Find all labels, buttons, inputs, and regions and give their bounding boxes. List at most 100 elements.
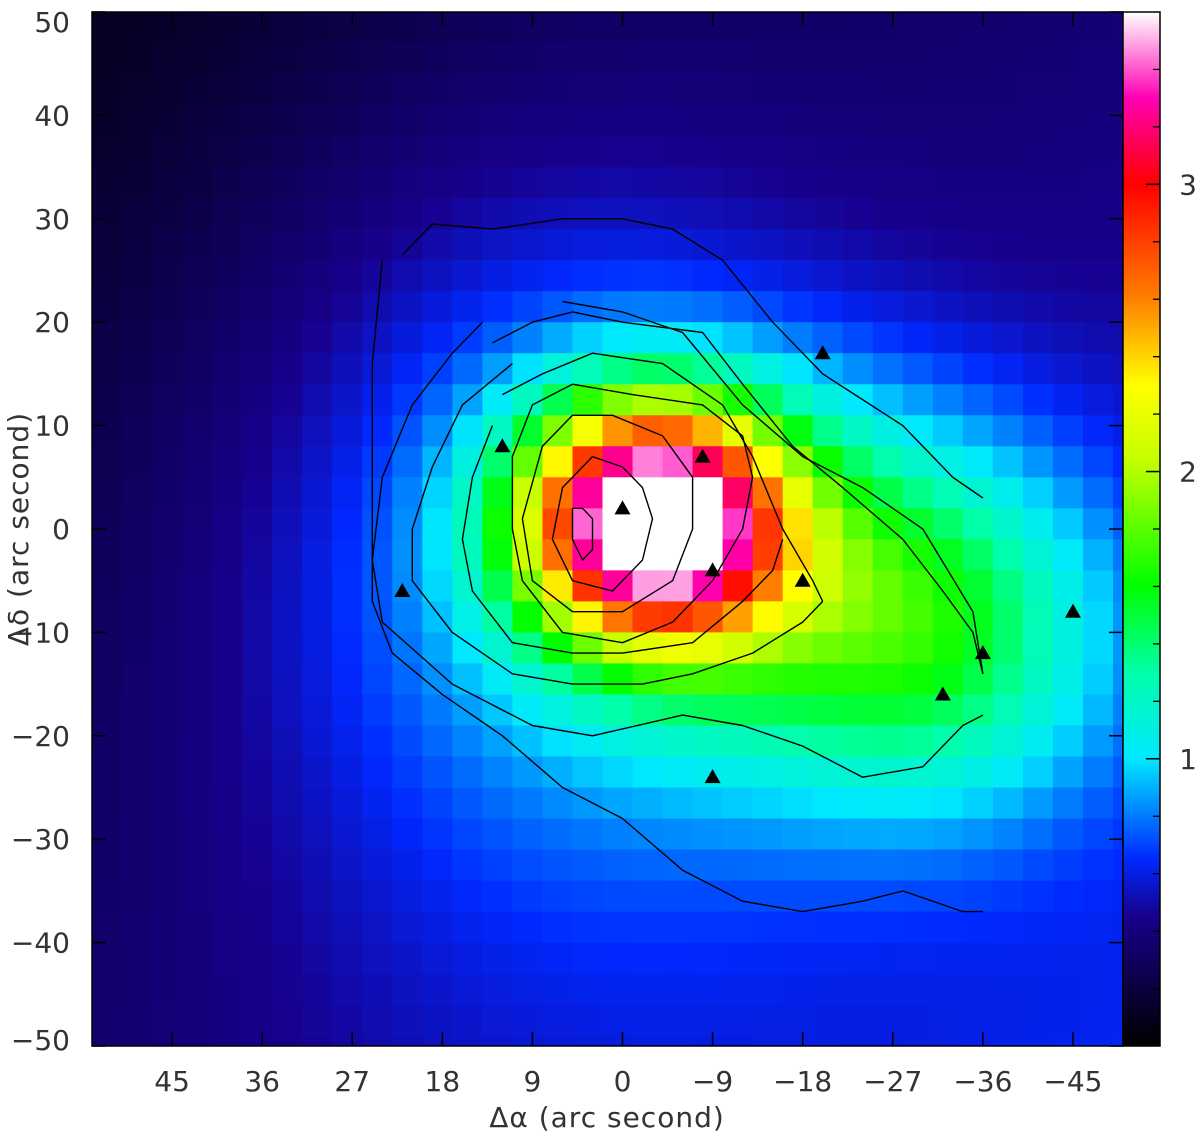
heatmap-cell	[812, 911, 844, 944]
heatmap-cell	[1082, 74, 1114, 106]
heatmap-cell	[332, 384, 363, 416]
heatmap-cell	[1082, 136, 1114, 168]
heatmap-cell	[302, 198, 333, 230]
heatmap-cell	[842, 539, 874, 571]
heatmap-cell	[842, 105, 874, 137]
heatmap-cell	[542, 291, 574, 323]
heatmap-cell	[152, 725, 183, 758]
heatmap-cell	[512, 74, 544, 106]
heatmap-cell	[992, 12, 1024, 44]
heatmap-cell	[722, 12, 754, 44]
heatmap-cell	[752, 942, 784, 975]
heatmap-cell	[392, 322, 423, 354]
heatmap-cell	[542, 446, 574, 478]
heatmap-cell	[1022, 74, 1054, 106]
heatmap-cell	[152, 353, 183, 385]
heatmap-cell	[692, 849, 724, 882]
heatmap-cell	[962, 322, 994, 354]
heatmap-cell	[602, 725, 634, 758]
heatmap-cell	[182, 880, 213, 913]
heatmap-cell	[602, 477, 634, 509]
heatmap-cell	[932, 787, 964, 820]
heatmap-cell	[722, 477, 754, 509]
heatmap-cell	[722, 818, 754, 851]
heatmap-cell	[1082, 663, 1114, 696]
heatmap-cell	[962, 353, 994, 385]
contour-line	[551, 455, 654, 592]
heatmap-cell	[932, 136, 964, 168]
heatmap-cell	[242, 942, 273, 975]
heatmap-cell	[512, 508, 544, 540]
heatmap-cell	[992, 818, 1024, 851]
heatmap-cell	[482, 787, 514, 820]
heatmap-cell	[662, 167, 694, 199]
heatmap-cell	[452, 663, 483, 696]
heatmap-cell	[452, 849, 483, 882]
heatmap-cell	[362, 849, 393, 882]
heatmap-cell	[992, 415, 1024, 447]
heatmap-cell	[902, 291, 934, 323]
heatmap-cell	[272, 725, 303, 758]
heatmap-cell	[272, 43, 303, 75]
heatmap-cell	[542, 198, 574, 230]
heatmap-cell	[1082, 384, 1114, 416]
heatmap-cell	[692, 1035, 724, 1046]
heatmap-cell	[482, 229, 514, 261]
heatmap-cell	[272, 260, 303, 292]
heatmap-cell	[962, 167, 994, 199]
heatmap-cell	[182, 787, 213, 820]
heatmap-cell	[212, 787, 243, 820]
heatmap-cell	[752, 849, 784, 882]
heatmap-cell	[962, 229, 994, 261]
heatmap-cell	[812, 787, 844, 820]
heatmap-cell	[152, 446, 183, 478]
heatmap-cell	[272, 663, 303, 696]
heatmap-cell	[1022, 849, 1054, 882]
heatmap-cell	[452, 136, 483, 168]
heatmap-cell	[422, 260, 453, 292]
heatmap-cell	[92, 12, 123, 44]
heatmap-cell	[332, 353, 363, 385]
heatmap-cell	[722, 136, 754, 168]
heatmap-cell	[1112, 198, 1123, 230]
heatmap-cell	[812, 291, 844, 323]
heatmap-cell	[1022, 384, 1054, 416]
heatmap-cell	[1112, 322, 1123, 354]
heatmap-cell	[302, 849, 333, 882]
heatmap-cell	[602, 105, 634, 137]
heatmap-cell	[752, 756, 784, 789]
heatmap-cell	[242, 260, 273, 292]
heatmap-cell	[722, 322, 754, 354]
heatmap-cell	[152, 198, 183, 230]
heatmap-cell	[812, 663, 844, 696]
heatmap-cell	[332, 601, 363, 633]
heatmap-cell	[812, 756, 844, 789]
heatmap-cell	[1022, 787, 1054, 820]
heatmap-cell	[302, 229, 333, 261]
heatmap-cell	[362, 105, 393, 137]
heatmap-cell	[422, 415, 453, 447]
heatmap-cell	[602, 415, 634, 447]
heatmap-cell	[632, 973, 664, 1006]
contour-line	[492, 311, 984, 674]
heatmap-cell	[872, 942, 904, 975]
heatmap-cell	[512, 818, 544, 851]
heatmap-cell	[632, 415, 664, 447]
heatmap-cell	[842, 291, 874, 323]
heatmap-cell	[452, 74, 483, 106]
heatmap-cell	[362, 477, 393, 509]
heatmap-cell	[572, 880, 604, 913]
heatmap-cell	[182, 198, 213, 230]
heatmap-cell	[902, 725, 934, 758]
heatmap-cell	[422, 291, 453, 323]
heatmap-cell	[692, 136, 724, 168]
heatmap-cell	[92, 198, 123, 230]
heatmap-cell	[992, 539, 1024, 571]
heatmap-cell	[332, 942, 363, 975]
heatmap-cell	[542, 105, 574, 137]
heatmap-cell	[902, 632, 934, 665]
heatmap-cell	[242, 756, 273, 789]
heatmap-cell	[1112, 260, 1123, 292]
heatmap-cell	[362, 818, 393, 851]
heatmap-cell	[1082, 353, 1114, 385]
